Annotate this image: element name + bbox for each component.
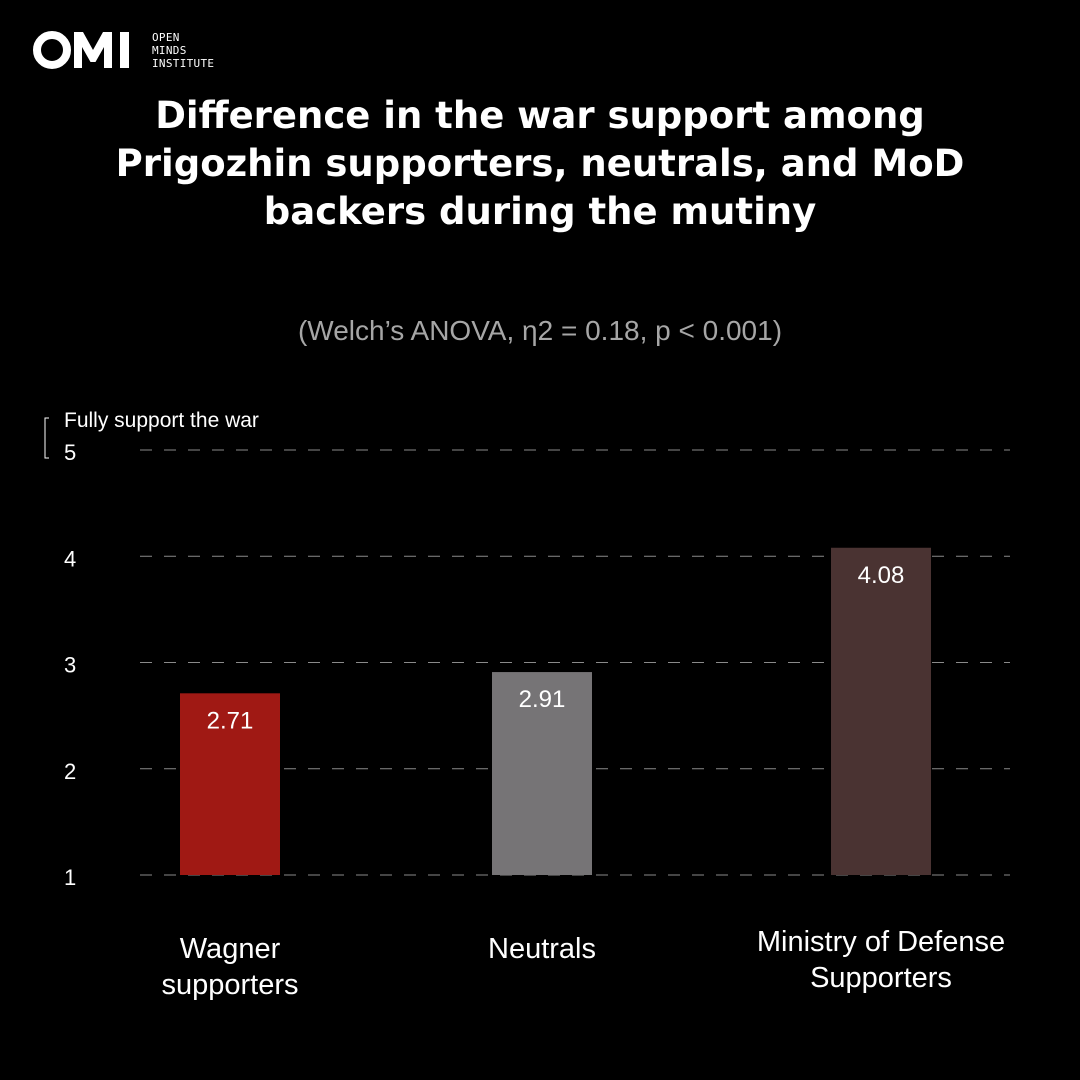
y-axis: 1 2 3 4 5 Fully support the war (44, 409, 259, 890)
category-label: Ministry of Defense Supporters (757, 926, 1005, 994)
chart-subtitle: (Welch’s ANOVA, η2 = 0.18, p < 0.001) (297, 315, 783, 346)
chart-title: Difference in the war support among Prig… (115, 94, 965, 233)
bar-value-label: 4.08 (858, 562, 905, 589)
bar-value-label: 2.71 (207, 707, 254, 734)
logo-line-2: MINDS (152, 43, 187, 57)
y-axis-label: Fully support the war (64, 409, 259, 432)
category-label-line: Wagner (180, 933, 281, 965)
bar (831, 547, 931, 875)
bar (180, 693, 280, 875)
y-tick-label: 5 (64, 440, 76, 465)
y-tick-label: 2 (64, 759, 76, 784)
y-tick-label: 4 (64, 546, 76, 571)
logo-line-1: OPEN (152, 30, 180, 44)
category-label-line: Neutrals (488, 933, 596, 965)
omi-logo-mark-icon (33, 31, 129, 69)
bars: 2.71 2.91 4.08 (180, 547, 931, 875)
y-axis-bracket (44, 417, 49, 459)
omi-logo: OPEN MINDS INSTITUTE (32, 28, 242, 72)
category-label-line: Ministry of Defense (757, 926, 1005, 958)
logo-wordmark: OPEN MINDS INSTITUTE (152, 31, 242, 70)
category-label: Neutrals (488, 933, 596, 965)
bar (492, 672, 592, 875)
category-label: Wagner supporters (161, 933, 298, 1001)
y-tick-label: 3 (64, 653, 76, 678)
logo-line-3: INSTITUTE (152, 56, 215, 70)
category-label-line: Supporters (810, 962, 952, 994)
category-label-line: supporters (161, 969, 298, 1001)
bar-value-label: 2.91 (519, 686, 566, 713)
y-tick-label: 1 (64, 865, 76, 890)
category-labels: Wagner supporters Neutrals Ministry of Defe… (161, 926, 1005, 1001)
